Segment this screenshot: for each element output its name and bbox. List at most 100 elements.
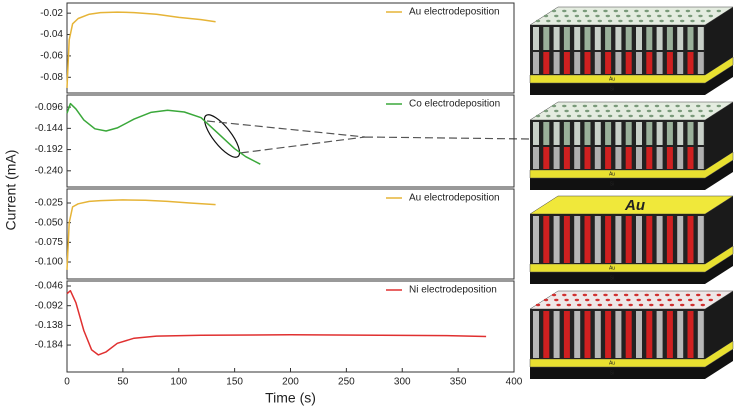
column-upper (584, 27, 591, 50)
column-top (535, 303, 541, 307)
column-lower (677, 147, 684, 169)
column-top (615, 298, 621, 302)
column (677, 311, 684, 358)
column-top (585, 109, 590, 113)
column-top (677, 109, 683, 113)
column-top (607, 303, 613, 307)
block-side (705, 7, 733, 75)
legend-label: Co electrodeposition (409, 99, 500, 110)
column-upper (605, 122, 612, 145)
column-top (644, 9, 649, 13)
column-top (566, 19, 572, 23)
column-top (554, 109, 559, 113)
x-tick-label: 250 (338, 377, 355, 388)
y-tick-label: -0.025 (35, 198, 64, 209)
layer-label: Au (609, 265, 615, 271)
column-top (546, 303, 551, 307)
column-upper (656, 122, 663, 145)
x-tick-label: 400 (506, 377, 523, 388)
column-top (551, 9, 557, 13)
y-tick-label: -0.184 (35, 340, 64, 351)
column-top (638, 19, 644, 23)
column-top (626, 298, 631, 302)
column-top (595, 298, 600, 302)
legend-label: Ni electrodeposition (409, 285, 497, 296)
x-tick-label: 50 (117, 377, 129, 388)
column-top (654, 104, 660, 108)
column-top (623, 293, 629, 297)
column (584, 216, 591, 263)
column-lower (533, 52, 539, 74)
illustrations: Au Si Au Si Au Au Si Au Si (529, 6, 734, 379)
column-lower (605, 147, 612, 169)
column (533, 311, 539, 358)
layer-label: Si (610, 86, 614, 92)
column (687, 311, 694, 358)
layer-label: Si (610, 370, 614, 376)
column-lower (584, 52, 591, 74)
column-lower (697, 147, 704, 169)
column-top (556, 303, 561, 307)
column-top (577, 19, 582, 23)
column (656, 311, 663, 358)
column-top (654, 9, 660, 13)
column-top (665, 104, 670, 108)
column-top (696, 9, 701, 13)
column-top (665, 293, 670, 297)
column-lower (687, 52, 694, 74)
y-tick-label: -0.06 (40, 51, 63, 62)
column-top (605, 298, 610, 302)
column-upper (697, 122, 704, 145)
column-top (667, 109, 672, 113)
column-top (677, 14, 683, 18)
column-top (680, 19, 685, 23)
block-side (705, 102, 733, 170)
column-top (690, 114, 695, 118)
column-top (628, 114, 633, 118)
column-upper (533, 122, 539, 145)
column-top (659, 303, 664, 307)
column-lower (574, 147, 581, 169)
column (625, 311, 632, 358)
column-top (669, 303, 675, 307)
column-top (654, 293, 660, 297)
column-top (595, 14, 600, 18)
plot-frame (66, 94, 515, 188)
column-top (706, 104, 711, 108)
column-upper (625, 122, 632, 145)
column-top (688, 109, 693, 113)
column-top (566, 303, 572, 307)
column-top (615, 14, 621, 18)
column (563, 311, 570, 358)
column-top (577, 114, 582, 118)
column-top (659, 114, 664, 118)
column-top (543, 298, 549, 302)
column-top (634, 293, 639, 297)
column-top (603, 104, 608, 108)
layer-label: Au (609, 360, 615, 366)
column-top (574, 14, 580, 18)
column-top (603, 9, 608, 13)
data-line (66, 102, 261, 165)
x-axis-title: Time (s) (265, 390, 316, 406)
column-lower (615, 52, 622, 74)
column-top (577, 303, 582, 307)
column-top (680, 114, 685, 118)
column-top (649, 114, 654, 118)
column-top (587, 19, 592, 23)
column-top (554, 14, 559, 18)
column-top (585, 298, 590, 302)
column-top (669, 19, 675, 23)
column (553, 216, 560, 263)
column-top (613, 104, 618, 108)
column-top (582, 293, 588, 297)
si-slab (530, 65, 733, 95)
column-top (543, 14, 549, 18)
column-top (618, 114, 623, 118)
column-top (628, 19, 633, 23)
column-top (706, 293, 711, 297)
column-lower (615, 147, 622, 169)
data-line (66, 11, 216, 89)
column-top (562, 9, 567, 13)
